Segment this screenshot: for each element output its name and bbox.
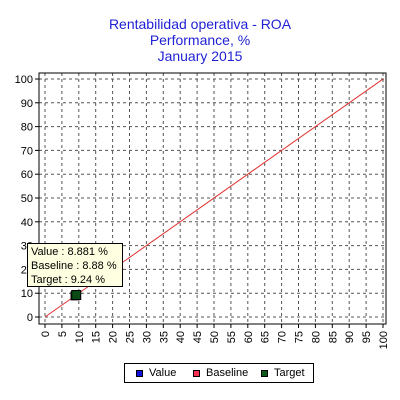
- x-tick-label: 20: [108, 331, 120, 343]
- x-tick-label: 25: [125, 331, 137, 343]
- y-tick-label: 0: [27, 312, 33, 324]
- x-tick-label: 65: [260, 331, 272, 343]
- chart-title: Rentabilidad operativa - ROA: [108, 16, 292, 32]
- legend-label-target: Target: [274, 367, 305, 379]
- x-tick-label: 50: [209, 331, 221, 343]
- legend-item-baseline: Baseline: [193, 367, 248, 379]
- grid-lines: [39, 73, 386, 324]
- y-tick-label: 60: [21, 169, 33, 181]
- x-tick-label: 45: [192, 331, 204, 343]
- y-tick-label: 70: [21, 145, 33, 157]
- legend-swatch-baseline: [193, 369, 200, 377]
- legend-item-value: Value: [136, 367, 176, 379]
- legend-swatch-value: [136, 369, 143, 377]
- x-tick-label: 55: [226, 331, 238, 343]
- y-tick-label: 80: [21, 122, 33, 134]
- data-points: [70, 290, 82, 301]
- x-tick-label: 90: [344, 331, 356, 343]
- legend-item-target: Target: [261, 367, 305, 379]
- x-tick-label: 75: [294, 331, 306, 343]
- y-tick-label: 10: [21, 288, 33, 300]
- x-tick-label: 95: [361, 331, 373, 343]
- x-tick-label: 5: [57, 331, 69, 337]
- x-tick-label: 100: [378, 331, 390, 349]
- y-tick-label: 50: [21, 193, 33, 205]
- chart-titles: Rentabilidad operativa - ROA Performance…: [0, 16, 400, 64]
- point-tooltip: Value : 8.881 % Baseline : 8.88 % Target…: [27, 243, 123, 287]
- x-tick-label: 10: [74, 331, 86, 343]
- x-tick-labels: 0 5 10 15 20 25 30 35 40 45 50 55 60 65 70 75 80 85 90 95 10…: [40, 331, 390, 349]
- legend-label-baseline: Baseline: [206, 367, 249, 379]
- chart-subtitle: Performance, %: [149, 32, 251, 48]
- tooltip-baseline: Baseline : 8.88 %: [31, 260, 117, 272]
- x-tick-label: 30: [141, 331, 153, 343]
- axis-ticks: [35, 78, 384, 328]
- x-tick-label: 80: [310, 331, 322, 343]
- x-tick-label: 40: [175, 331, 187, 343]
- chart-legend: Value Baseline Target: [124, 363, 314, 383]
- x-tick-label: 0: [40, 331, 52, 337]
- chart-period: January 2015: [157, 48, 243, 64]
- tooltip-target: Target : 9.24 %: [31, 274, 105, 286]
- y-tick-label: 90: [21, 98, 33, 110]
- point-target: [71, 290, 82, 301]
- legend-swatch-target: [261, 369, 268, 377]
- x-tick-label: 15: [91, 331, 103, 343]
- x-tick-label: 60: [243, 331, 255, 343]
- x-tick-label: 85: [327, 331, 339, 343]
- y-tick-label: 100: [15, 74, 33, 86]
- y-tick-label: 40: [21, 217, 33, 229]
- tooltip-value: Value : 8.881 %: [31, 246, 108, 258]
- x-tick-label: 35: [158, 331, 170, 343]
- x-tick-label: 70: [277, 331, 289, 343]
- legend-label-value: Value: [149, 367, 177, 379]
